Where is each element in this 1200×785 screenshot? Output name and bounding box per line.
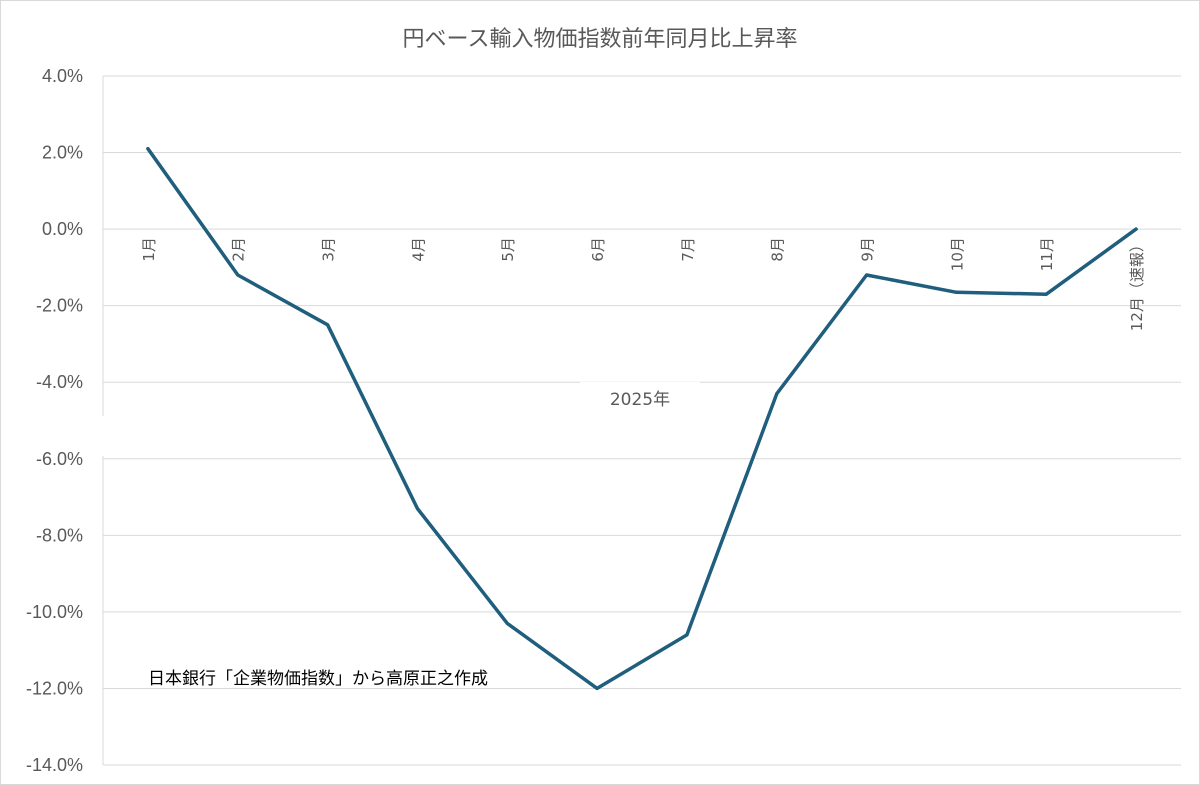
data-point <box>505 621 509 625</box>
x-axis-label-background <box>580 382 700 418</box>
data-point <box>415 507 419 511</box>
chart-title: 円ベース輸入物価指数前年同月比上昇率 <box>403 27 798 52</box>
data-point <box>1044 292 1048 296</box>
x-tick-label: 4月 <box>409 237 427 262</box>
x-tick-label: 3月 <box>320 237 338 262</box>
data-point <box>326 323 330 327</box>
y-tick-label: 0.0% <box>42 219 83 239</box>
x-axis-label: 2025年 <box>610 390 670 410</box>
data-point <box>1134 227 1138 231</box>
y-tick-label: -6.0% <box>36 449 83 469</box>
y-tick-label: -8.0% <box>36 525 83 545</box>
data-point <box>236 273 240 277</box>
data-point <box>685 633 689 637</box>
source-annotation: 日本銀行「企業物価指数」から高原正之作成 <box>148 669 488 689</box>
y-tick-label: -12.0% <box>26 678 83 698</box>
data-point <box>865 273 869 277</box>
y-tick-label: -14.0% <box>26 755 83 775</box>
data-point <box>146 147 150 151</box>
series-line <box>146 146 1138 691</box>
x-tick-label: 11月 <box>1038 237 1056 271</box>
x-tick-label: 1月 <box>140 237 158 262</box>
x-tick-label: 8月 <box>769 237 787 262</box>
y-tick-label: -2.0% <box>36 296 83 316</box>
x-tick-label: 7月 <box>679 237 697 262</box>
x-tick-label: 2月 <box>230 237 248 262</box>
y-tick-label: -4.0% <box>36 372 83 392</box>
x-tick-label: 10月 <box>948 237 966 271</box>
x-tick-label: 5月 <box>499 237 517 262</box>
x-tick-label: 9月 <box>859 237 877 262</box>
data-point <box>775 392 779 396</box>
y-tick-label: 2.0% <box>42 143 83 163</box>
y-tick-label: -10.0% <box>26 602 83 622</box>
data-point <box>595 686 599 690</box>
x-tick-label: 6月 <box>589 237 607 262</box>
data-point <box>954 290 958 294</box>
y-tick-label: 4.0% <box>42 66 83 86</box>
x-tick-label: 12月（速報） <box>1128 237 1146 331</box>
